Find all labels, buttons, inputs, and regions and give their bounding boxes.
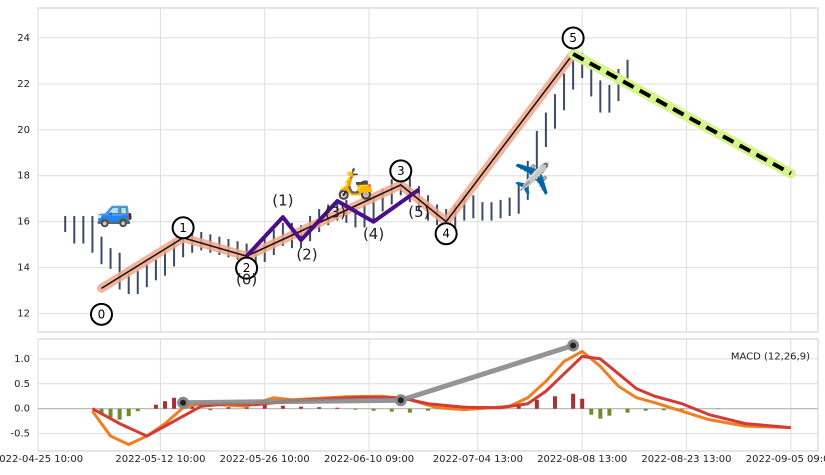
- macd-histogram-bar: [589, 409, 593, 415]
- macd-histogram-bar: [598, 409, 602, 419]
- emoji-annotation: ✈️: [514, 160, 551, 197]
- macd-histogram-bar: [335, 408, 339, 409]
- x-tick-label: 2022-08-23 13:00: [641, 454, 731, 465]
- macd-title: MACD (12,26,9): [731, 351, 810, 362]
- macd-histogram-bar: [626, 409, 630, 413]
- price-y-tick-label: 16: [17, 217, 30, 228]
- x-tick-label: 2022-06-10 09:00: [324, 454, 414, 465]
- macd-histogram-bar: [353, 409, 357, 410]
- price-y-tick-label: 18: [17, 171, 30, 182]
- x-tick-label: 2022-07-04 13:00: [433, 454, 523, 465]
- macd-y-tick-label: 0.5: [14, 379, 30, 390]
- macd-histogram-bar: [390, 409, 394, 412]
- x-tick-label: 2022-05-12 10:00: [115, 454, 205, 465]
- wave-primary-label: 5: [569, 31, 577, 45]
- macd-histogram-bar: [317, 407, 321, 408]
- wave-secondary-label: (0): [236, 271, 257, 289]
- macd-trend-marker-core: [180, 400, 186, 406]
- macd-y-tick-label: 0.0: [14, 404, 30, 415]
- macd-y-tick-label: -0.5: [10, 429, 30, 440]
- wave-secondary-label: (1): [272, 192, 293, 210]
- macd-histogram-bar: [163, 401, 167, 408]
- macd-histogram-bar: [662, 409, 666, 410]
- macd-histogram-bar: [571, 394, 575, 409]
- x-tick-label: 2022-09-05 09:00: [746, 454, 825, 465]
- macd-histogram-bar: [644, 409, 648, 411]
- macd-trend-marker-core: [570, 342, 576, 348]
- macd-histogram-bar: [580, 399, 584, 409]
- emoji-annotation: 🚙: [96, 194, 133, 229]
- macd-y-tick-label: 1.0: [14, 354, 30, 365]
- x-tick-label: 2022-05-26 10:00: [220, 454, 310, 465]
- price-y-tick-label: 14: [17, 263, 30, 274]
- macd-histogram-bar: [607, 409, 611, 416]
- wave-secondary-label: (4): [363, 225, 384, 243]
- macd-histogram-bar: [127, 409, 131, 416]
- macd-histogram-bar: [118, 409, 122, 420]
- macd-histogram-bar: [226, 407, 230, 408]
- macd-trend-marker-core: [398, 397, 404, 403]
- macd-histogram-bar: [408, 409, 412, 413]
- wave-primary-label: 4: [442, 227, 450, 241]
- macd-histogram-bar: [154, 405, 158, 409]
- wave-secondary-label: (5): [408, 203, 429, 221]
- price-y-tick-label: 20: [17, 125, 30, 136]
- macd-histogram-bar: [299, 407, 303, 409]
- wave-primary-label: 0: [98, 307, 106, 321]
- macd-histogram-bar: [535, 400, 539, 409]
- macd-histogram-bar: [426, 409, 430, 411]
- wave-primary-label: 1: [179, 221, 187, 235]
- price-panel: [38, 8, 818, 332]
- macd-histogram-bar: [208, 409, 212, 410]
- macd-panel: [38, 339, 818, 451]
- macd-histogram-bar: [372, 409, 376, 411]
- wave-secondary-label: (3): [325, 204, 346, 222]
- price-y-tick-label: 22: [17, 79, 30, 90]
- price-y-tick-label: 12: [17, 309, 30, 320]
- macd-histogram-bar: [553, 396, 557, 408]
- macd-histogram-bar: [281, 406, 285, 409]
- wave-secondary-label: (2): [296, 246, 317, 264]
- x-tick-label: 2022-04-25 10:00: [0, 454, 83, 465]
- macd-histogram-bar: [136, 409, 140, 411]
- price-y-tick-label: 24: [17, 33, 30, 44]
- wave-primary-label: 3: [397, 164, 405, 178]
- emoji-annotation: 🛵: [337, 166, 374, 201]
- x-tick-label: 2022-08-08 13:00: [537, 454, 627, 465]
- macd-histogram-bar: [172, 398, 176, 409]
